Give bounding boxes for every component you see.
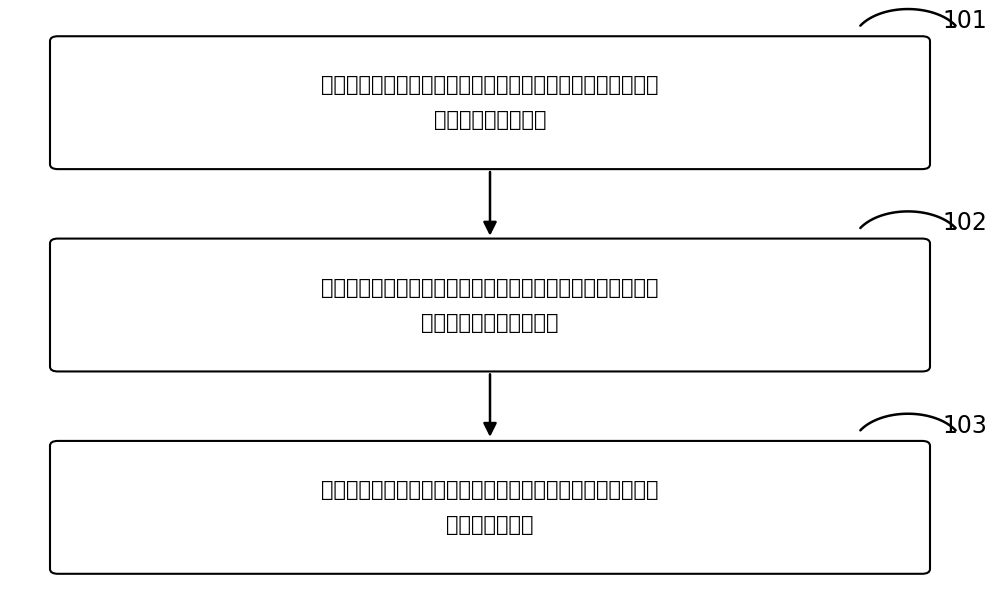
Text: 获取数据采集指令，所述数据采集指令包含目标中继传输次数: 获取数据采集指令，所述数据采集指令包含目标中继传输次数 [321,75,659,95]
Text: 在到达所述数据上传间隔周期数时，上传基于所述数据采集指: 在到达所述数据上传间隔周期数时，上传基于所述数据采集指 [321,480,659,500]
Text: 基于所述目标中继传输次数和所述当前中继传输次数，确定对: 基于所述目标中继传输次数和所述当前中继传输次数，确定对 [321,277,659,298]
Text: 应的数据上传间隔周期数: 应的数据上传间隔周期数 [421,312,559,333]
FancyBboxPatch shape [50,441,930,574]
Text: 101: 101 [943,9,987,33]
Text: 102: 102 [943,211,987,236]
Text: 103: 103 [943,414,987,438]
FancyBboxPatch shape [50,239,930,371]
Text: 和当前中继传输次数: 和当前中继传输次数 [434,110,546,130]
FancyBboxPatch shape [50,36,930,169]
Text: 令采集到的数据: 令采集到的数据 [446,515,534,535]
